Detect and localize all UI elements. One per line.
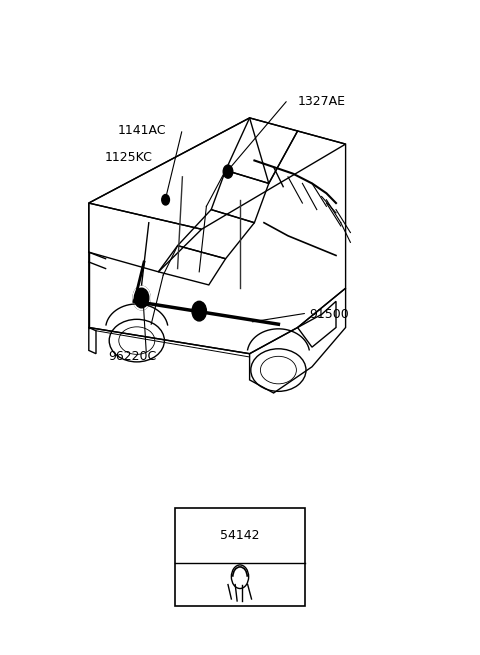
Circle shape (133, 286, 150, 310)
Circle shape (192, 301, 206, 321)
Circle shape (133, 286, 150, 310)
Text: 96220C: 96220C (108, 350, 156, 364)
Text: 54142: 54142 (220, 529, 260, 542)
Circle shape (162, 195, 169, 205)
Text: 1327AE: 1327AE (298, 95, 346, 108)
Text: 91500: 91500 (310, 308, 349, 321)
Text: 1141AC: 1141AC (118, 124, 166, 138)
Text: 1125KC: 1125KC (105, 151, 153, 164)
Circle shape (223, 165, 233, 178)
Circle shape (134, 288, 149, 308)
Bar (175, 508, 305, 606)
